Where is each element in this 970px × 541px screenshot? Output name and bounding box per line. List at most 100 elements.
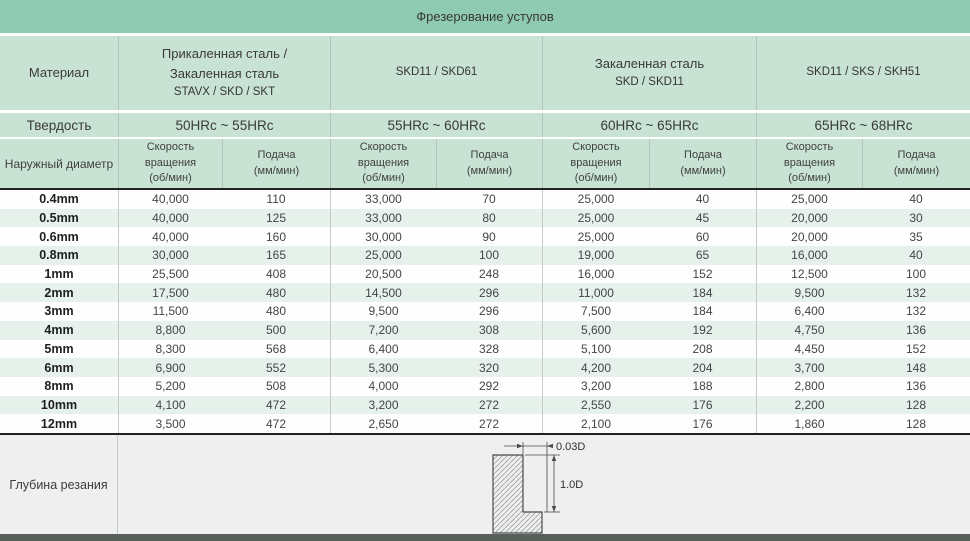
material-header-row: Материал Прикаленная сталь / Закаленная … — [0, 36, 970, 110]
feed-cell: 176 — [692, 416, 713, 431]
speed-cell: 4,750 — [756, 320, 862, 340]
feed-cell: 136 — [905, 379, 927, 394]
feed-cell: 192 — [692, 323, 713, 338]
feed-cell: 128 — [905, 416, 927, 431]
speed-cell: 20,500 — [330, 264, 436, 284]
feed-cell: 500 — [265, 323, 287, 338]
feed-cell: 165 — [265, 248, 287, 263]
diameter-cell: 0.6mm — [39, 229, 79, 244]
speed-cell: 4,100 — [118, 395, 222, 415]
group3-alloys: SKD / SKD11 — [615, 76, 684, 89]
feed-cell: 184 — [692, 285, 713, 300]
group3-line1: Закаленная сталь — [594, 56, 705, 72]
speed-column-header: Скорость вращения (об/мин) — [118, 139, 222, 188]
feed-cell: 40 — [695, 192, 710, 207]
feed-cell: 272 — [478, 397, 500, 412]
speed-cell: 20,000 — [756, 227, 862, 247]
group2-alloys: SKD11 / SKD61 — [395, 66, 478, 79]
diameter-cell: 4mm — [44, 323, 74, 338]
material-label-cell: Материал — [0, 36, 118, 110]
table-row: 2mm 17,500 480 14,500 296 11,000 184 9,500 132 — [0, 283, 970, 303]
feed-cell: 160 — [265, 229, 287, 244]
feed-cell: 128 — [905, 397, 927, 412]
material-group-2: SKD11 / SKD61 — [330, 36, 542, 110]
material-group-4: SKD11 / SKS / SKH51 — [756, 36, 970, 110]
step-profile-diagram: 0.03D 1.0D — [492, 441, 585, 534]
speed-cell: 25,500 — [118, 264, 222, 284]
speed-cell: 4,200 — [542, 358, 649, 377]
speed-cell: 3,200 — [542, 376, 649, 396]
speed-cell: 12,500 — [756, 264, 862, 284]
speed-cell: 2,550 — [542, 395, 649, 415]
bottom-bar — [0, 534, 970, 541]
speed-cell: 14,500 — [330, 283, 436, 303]
speed-cell: 33,000 — [330, 208, 436, 228]
diameter-cell: 8mm — [44, 379, 74, 394]
table-row: 0.8mm 30,000 165 25,000 100 19,000 65 16,000 40 — [0, 246, 970, 265]
feed-cell: 184 — [692, 304, 713, 319]
material-group-3: Закаленная сталь SKD / SKD11 — [542, 36, 756, 110]
speed-cell: 3,700 — [756, 358, 862, 377]
table-row: 4mm 8,800 500 7,200 308 5,600 192 4,750 136 — [0, 320, 970, 340]
column-subheader-row: Наружный диаметр Скорость вращения (об/м… — [0, 139, 970, 188]
separator — [0, 110, 970, 113]
separator — [0, 137, 970, 139]
speed-cell: 4,450 — [756, 339, 862, 359]
feed-cell: 568 — [265, 341, 287, 356]
dim-top-label: 0.03D — [556, 441, 585, 453]
table-row: 3mm 11,500 480 9,500 296 7,500 184 6,400 132 — [0, 302, 970, 321]
feed-column-header: Подача (мм/мин) — [862, 139, 970, 188]
feed-cell: 308 — [478, 323, 500, 338]
feed-cell: 552 — [265, 360, 287, 375]
speed-cell: 6,400 — [756, 302, 862, 321]
diameter-cell: 10mm — [40, 397, 78, 412]
speed-cell: 6,400 — [330, 339, 436, 359]
table-row: 12mm 3,500 472 2,650 272 2,100 176 1,860 128 — [0, 414, 970, 433]
divider-line — [0, 433, 970, 435]
speed-cell: 2,200 — [756, 395, 862, 415]
hardness-group-1: 50HRc ~ 55HRc — [118, 113, 330, 137]
feed-cell: 292 — [478, 379, 500, 394]
speed-cell: 30,000 — [330, 227, 436, 247]
table-row: 0.4mm 40,000 110 33,000 70 25,000 40 25,000 40 — [0, 190, 970, 209]
speed-cell: 9,500 — [756, 283, 862, 303]
speed-cell: 20,000 — [756, 208, 862, 228]
speed-cell: 5,200 — [118, 376, 222, 396]
feed-cell: 80 — [482, 211, 496, 226]
speed-cell: 7,200 — [330, 320, 436, 340]
feed-cell: 480 — [265, 304, 287, 319]
speed-cell: 5,600 — [542, 320, 649, 340]
feed-cell: 100 — [478, 248, 500, 263]
page-title: Фрезерование уступов — [416, 9, 554, 24]
feed-cell: 35 — [909, 229, 923, 244]
speed-cell: 9,500 — [330, 302, 436, 321]
feed-cell: 100 — [905, 267, 927, 282]
material-group-1: Прикаленная сталь / Закаленная сталь STA… — [118, 36, 330, 110]
cutting-depth-row: Глубина резания 0.03D — [0, 435, 970, 534]
diameter-cell: 12mm — [40, 416, 78, 431]
feed-column-header: Подача (мм/мин) — [436, 139, 542, 188]
speed-cell: 40,000 — [118, 227, 222, 247]
feed-cell: 148 — [905, 360, 927, 375]
diameter-cell: 1mm — [44, 267, 74, 282]
group1-line1: Прикаленная сталь / — [161, 45, 288, 61]
hardness-row: Твердость 50HRc ~ 55HRc 55HRc ~ 60HRc 60… — [0, 113, 970, 137]
table-row: 0.5mm 40,000 125 33,000 80 25,000 45 20,000 30 — [0, 208, 970, 228]
feed-cell: 296 — [478, 285, 500, 300]
feed-cell: 408 — [265, 267, 287, 282]
speed-cell: 16,000 — [756, 246, 862, 265]
feed-column-header: Подача (мм/мин) — [222, 139, 330, 188]
speed-cell: 2,800 — [756, 376, 862, 396]
speed-cell: 25,000 — [542, 190, 649, 209]
speed-cell: 4,000 — [330, 376, 436, 396]
feed-cell: 472 — [265, 416, 287, 431]
speed-cell: 1,860 — [756, 414, 862, 433]
speed-cell: 25,000 — [542, 227, 649, 247]
data-rows: 0.4mm 40,000 110 33,000 70 25,000 40 25,000 40 0.… — [0, 190, 970, 433]
hardness-group-4: 65HRc ~ 68HRc — [756, 113, 970, 137]
feed-cell: 152 — [905, 341, 927, 356]
diameter-cell: 2mm — [44, 285, 74, 300]
speed-cell: 17,500 — [118, 283, 222, 303]
material-label: Материал — [28, 64, 90, 80]
